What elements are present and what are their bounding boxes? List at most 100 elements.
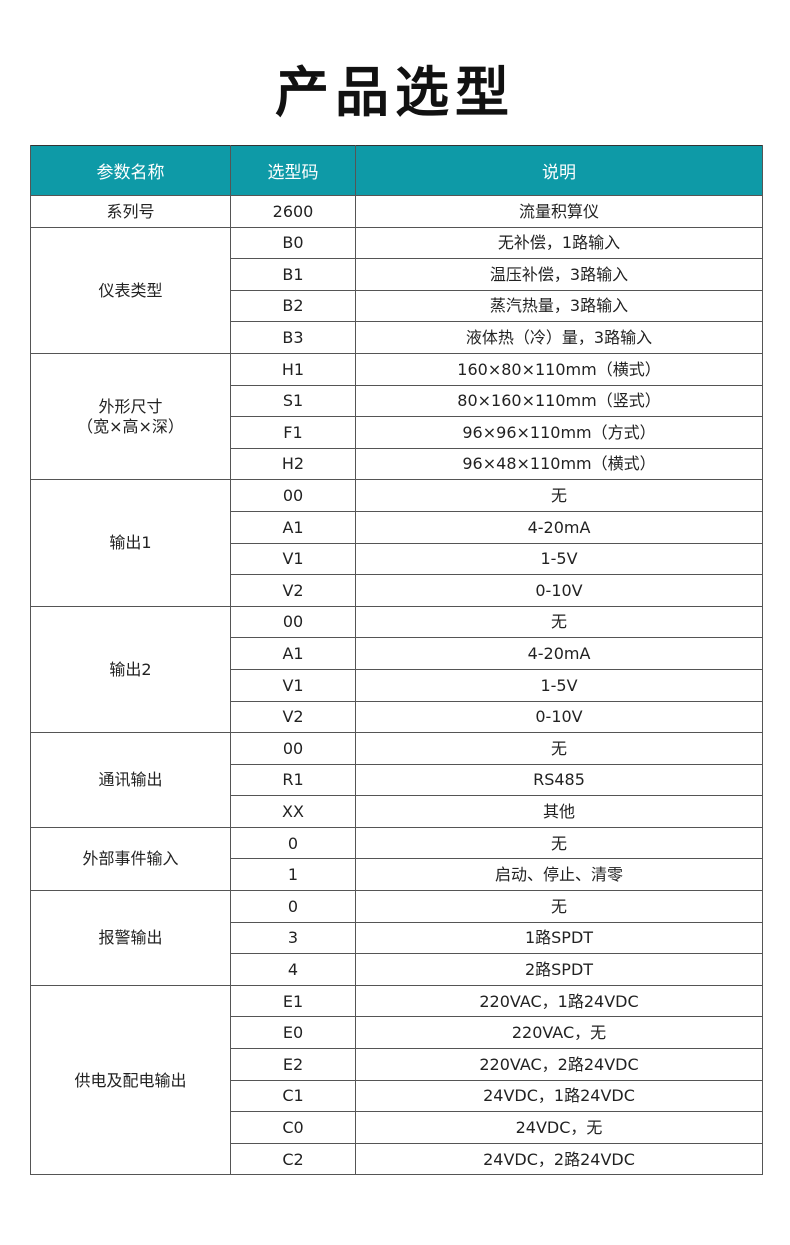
table-row: A1 4-20mA — [31, 510, 763, 544]
description-cell: 96×48×110mm（横式） — [355, 447, 763, 481]
description-cell: 220VAC，2路24VDC — [355, 1048, 763, 1081]
table-row: R1 RS485 — [31, 763, 763, 797]
table-row: S1 80×160×110mm（竖式） — [31, 384, 763, 418]
table-row: 外形尺寸 （宽×高×深） H1 160×80×110mm（横式） — [30, 352, 763, 481]
table-row: V1 1-5V — [31, 542, 763, 576]
description-cell: 1-5V — [355, 542, 763, 576]
description-cell: 220VAC，1路24VDC — [355, 984, 763, 1018]
description-cell: 1路SPDT — [355, 921, 763, 955]
table-row: B3 液体热（冷）量，3路输入 — [31, 321, 763, 354]
code-cell: F1 — [230, 416, 356, 449]
table-header-row: 参数名称 选型码 说明 — [30, 145, 763, 196]
code-cell: A1 — [230, 637, 356, 670]
table-row: A1 4-20mA — [31, 637, 763, 670]
param-name-cell: 输出1 — [30, 479, 231, 607]
description-cell: 0-10V — [355, 574, 763, 607]
table-row: C0 24VDC，无 — [31, 1111, 763, 1144]
table-row: 4 2路SPDT — [31, 953, 763, 986]
table-row: 输出1 00 无 — [30, 479, 763, 607]
code-cell: A1 — [230, 510, 356, 544]
description-cell: 2路SPDT — [355, 953, 763, 986]
code-cell: S1 — [230, 384, 356, 418]
description-cell: 4-20mA — [355, 510, 763, 544]
table-row: H2 96×48×110mm（横式） — [31, 447, 763, 481]
code-cell: 1 — [230, 858, 356, 892]
table-row: 1 启动、停止、清零 — [31, 858, 763, 892]
description-cell: 无 — [355, 605, 763, 639]
code-cell: 00 — [230, 605, 356, 639]
code-cell: C0 — [230, 1111, 356, 1144]
description-cell: 0-10V — [355, 700, 763, 734]
table-row: C1 24VDC，1路24VDC — [31, 1079, 763, 1113]
description-cell: 无 — [355, 890, 763, 923]
code-cell: H1 — [230, 352, 356, 386]
description-cell: 24VDC，无 — [355, 1111, 763, 1144]
code-cell: B0 — [230, 226, 356, 260]
table-row: F1 96×96×110mm（方式） — [31, 416, 763, 449]
header-code: 选型码 — [230, 145, 356, 196]
param-name-cell: 报警输出 — [30, 890, 231, 986]
table-row: 报警输出 0 无 — [30, 890, 763, 986]
code-cell: C2 — [230, 1142, 356, 1176]
code-cell: V2 — [230, 574, 356, 607]
description-cell: 96×96×110mm（方式） — [355, 416, 763, 449]
description-cell: 160×80×110mm（横式） — [355, 352, 763, 386]
table-row: 供电及配电输出 E1 220VAC，1路24VDC — [30, 984, 763, 1176]
description-cell: 其他 — [355, 795, 763, 828]
table-row: 输出2 00 无 — [30, 605, 763, 734]
description-cell: 温压补偿，3路输入 — [355, 258, 763, 291]
code-cell: 0 — [230, 826, 356, 860]
param-name-cell: 供电及配电输出 — [30, 984, 231, 1176]
table-row: 仪表类型 B0 无补偿，1路输入 — [30, 226, 763, 354]
code-cell: 00 — [230, 732, 356, 765]
description-cell: 1-5V — [355, 668, 763, 702]
code-cell: V2 — [230, 700, 356, 734]
code-cell: 3 — [230, 921, 356, 955]
header-param-name: 参数名称 — [30, 145, 231, 196]
code-cell: E2 — [230, 1048, 356, 1081]
table-row: 外部事件输入 0 无 — [30, 826, 763, 892]
table-row: V2 0-10V — [31, 700, 763, 734]
code-cell: E0 — [230, 1016, 356, 1050]
table-row: 通讯输出 00 无 — [30, 732, 763, 828]
code-cell: R1 — [230, 763, 356, 797]
code-cell: B3 — [230, 321, 356, 354]
description-cell: RS485 — [355, 763, 763, 797]
description-cell: 启动、停止、清零 — [355, 858, 763, 892]
description-cell: 流量积算仪 — [355, 195, 763, 228]
description-cell: 24VDC，1路24VDC — [355, 1079, 763, 1113]
code-cell: V1 — [230, 542, 356, 576]
table-row: C2 24VDC，2路24VDC — [31, 1142, 763, 1176]
param-name-cell: 系列号 — [30, 195, 231, 228]
code-cell: XX — [230, 795, 356, 828]
header-description: 说明 — [355, 145, 763, 196]
param-name-cell: 外部事件输入 — [30, 826, 231, 892]
table-row: B1 温压补偿，3路输入 — [31, 258, 763, 291]
code-cell: C1 — [230, 1079, 356, 1113]
code-cell: H2 — [230, 447, 356, 481]
code-cell: 00 — [230, 479, 356, 512]
description-cell: 无补偿，1路输入 — [355, 226, 763, 260]
selection-table: 参数名称 选型码 说明 系列号 2600 流量积算仪 仪表类型 B0 无补偿，1路输入 B1… — [30, 145, 763, 1176]
description-cell: 无 — [355, 826, 763, 860]
description-cell: 80×160×110mm（竖式） — [355, 384, 763, 418]
description-cell: 蒸汽热量，3路输入 — [355, 289, 763, 323]
code-cell: V1 — [230, 668, 356, 702]
param-name-cell: 通讯输出 — [30, 732, 231, 828]
description-cell: 无 — [355, 732, 763, 765]
description-cell: 液体热（冷）量，3路输入 — [355, 321, 763, 354]
code-cell: B1 — [230, 258, 356, 291]
table-row: 系列号 2600 流量积算仪 — [30, 195, 763, 228]
description-cell: 24VDC，2路24VDC — [355, 1142, 763, 1176]
table-row: E0 220VAC，无 — [31, 1016, 763, 1050]
param-name-cell: 外形尺寸 （宽×高×深） — [30, 352, 231, 481]
table-row: B2 蒸汽热量，3路输入 — [31, 289, 763, 323]
param-name-cell: 仪表类型 — [30, 226, 231, 354]
code-cell: E1 — [230, 984, 356, 1018]
page-title: 产品选型 — [275, 61, 515, 124]
code-cell: B2 — [230, 289, 356, 323]
description-cell: 220VAC，无 — [355, 1016, 763, 1050]
code-cell: 0 — [230, 890, 356, 923]
table-row: E2 220VAC，2路24VDC — [31, 1048, 763, 1081]
code-cell: 2600 — [230, 195, 356, 228]
